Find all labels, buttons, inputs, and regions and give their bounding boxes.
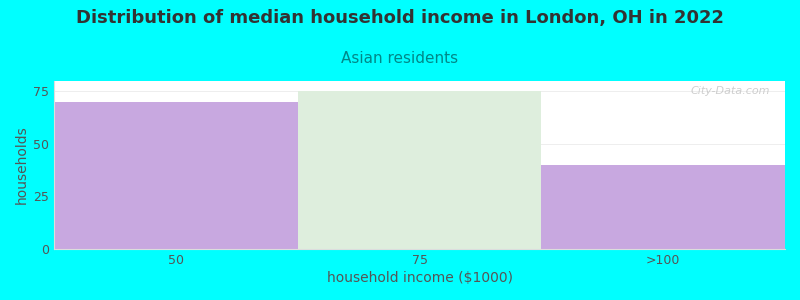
Bar	[298, 92, 542, 249]
X-axis label: household income ($1000): household income ($1000)	[326, 271, 513, 285]
Y-axis label: households: households	[15, 126, 29, 204]
Text: Distribution of median household income in London, OH in 2022: Distribution of median household income …	[76, 9, 724, 27]
Text: City-Data.com: City-Data.com	[691, 86, 770, 96]
Bar	[542, 165, 785, 249]
Bar	[54, 102, 298, 249]
Text: Asian residents: Asian residents	[342, 51, 458, 66]
